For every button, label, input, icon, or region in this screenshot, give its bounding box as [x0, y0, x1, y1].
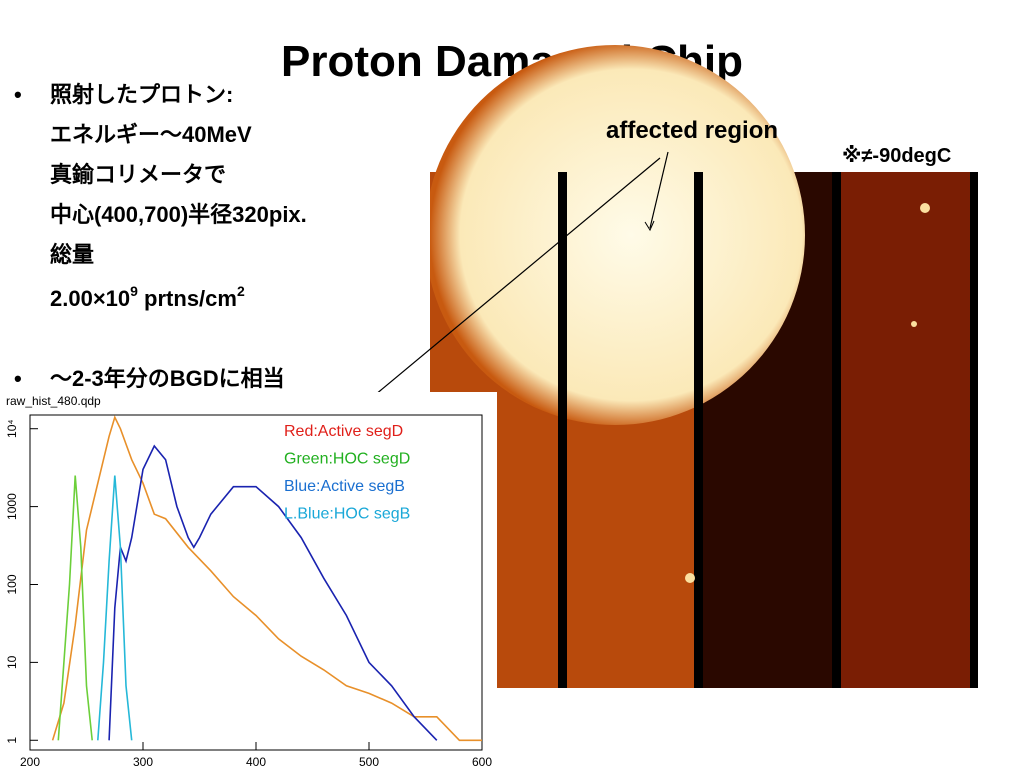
y-tick-label: 1000: [5, 493, 19, 520]
annotation: affected region: [606, 117, 778, 144]
x-tick-label: 400: [246, 755, 266, 768]
legend-entry: Red:Active segD: [284, 423, 403, 440]
separator: [970, 172, 978, 688]
bullet-dot: •: [14, 82, 22, 107]
series-line: [57, 475, 93, 741]
bullet-line: 真鍮コリメータで: [50, 162, 226, 187]
separator: [832, 172, 841, 688]
bullet-line: 照射したプロトン:: [50, 82, 233, 107]
bullet-line: 総量: [50, 242, 94, 267]
y-tick-label: 10⁴: [5, 419, 19, 438]
dose-exp: 2: [237, 283, 245, 299]
legend-entry: L.Blue:HOC segB: [284, 506, 410, 523]
y-tick-label: 1: [5, 737, 19, 744]
arrow: [649, 151, 669, 229]
series-line: [51, 415, 482, 742]
affected-glow: [430, 45, 805, 425]
annotation: ※≠-90degC: [842, 145, 951, 167]
series-line: [97, 475, 133, 741]
dose-unit: prtns/cm: [138, 286, 237, 311]
y-tick-label: 100: [5, 574, 19, 594]
bullet-line: エネルギー～40MeV: [50, 122, 252, 147]
x-tick-label: 500: [359, 755, 379, 768]
chip-image: [430, 45, 978, 688]
y-tick-label: 10: [5, 655, 19, 669]
x-tick-label: 600: [472, 755, 492, 768]
x-tick-label: 200: [20, 755, 40, 768]
separator: [558, 172, 567, 688]
arrow-head: [644, 220, 655, 232]
bullets: • 照射したプロトン: エネルギー～40MeV 真鍮コリメータで 中心(400,…: [14, 82, 307, 391]
bullet-line: 2.00×109 prtns/cm2: [50, 283, 245, 311]
x-tick-label: 300: [133, 755, 153, 768]
histogram: raw_hist_480.qdp 200 300 400 500 600 1 10 100 10…: [0, 392, 497, 769]
bullet-line: 中心(400,700)半径320pix.: [50, 202, 307, 227]
dose: 2.00×10: [50, 286, 130, 311]
chip-column-red: [840, 172, 970, 688]
chart-bg: [0, 392, 497, 768]
legend-entry: Blue:Active segB: [284, 478, 405, 495]
separator: [694, 172, 703, 688]
chart-title: raw_hist_480.qdp: [6, 394, 101, 408]
spot: [685, 573, 695, 583]
series-line: [108, 444, 438, 741]
bullet-line: ～2-3年分のBGDに相当: [50, 366, 285, 391]
legend-entry: Green:HOC segD: [284, 451, 410, 468]
spot: [911, 321, 917, 327]
dose-exp: 9: [130, 283, 138, 299]
spot: [920, 203, 930, 213]
bullet-dot: •: [14, 366, 22, 391]
